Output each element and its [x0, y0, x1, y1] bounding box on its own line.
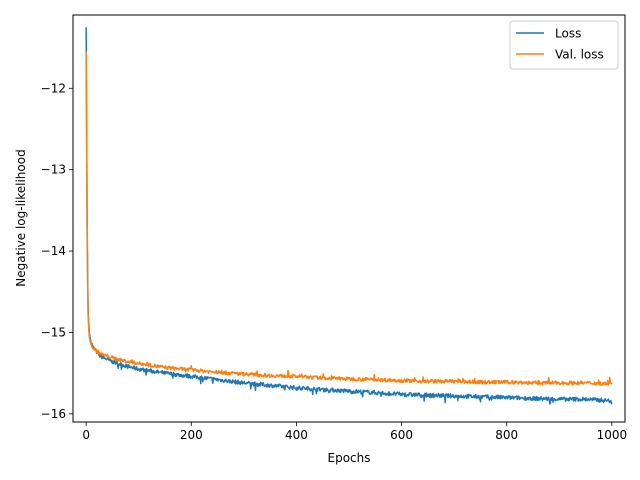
legend-label-val-loss: Val. loss	[555, 48, 604, 62]
legend-label-loss: Loss	[555, 27, 581, 41]
y-tick-label: −14	[41, 244, 66, 258]
y-tick-label: −12	[41, 81, 66, 95]
x-axis-label: Epochs	[328, 451, 371, 465]
x-tick-label: 600	[390, 428, 413, 442]
x-tick-label: 1000	[597, 428, 628, 442]
x-tick-label: 200	[180, 428, 203, 442]
y-tick-label: −13	[41, 163, 66, 177]
legend: Loss Val. loss	[510, 21, 618, 69]
x-tick-label: 400	[285, 428, 308, 442]
y-tick-label: −16	[41, 407, 66, 421]
x-tick-label: 800	[495, 428, 518, 442]
y-tick-label: −15	[41, 325, 66, 339]
x-tick-label: 0	[82, 428, 90, 442]
y-axis-label: Negative log-likelihood	[14, 149, 28, 286]
